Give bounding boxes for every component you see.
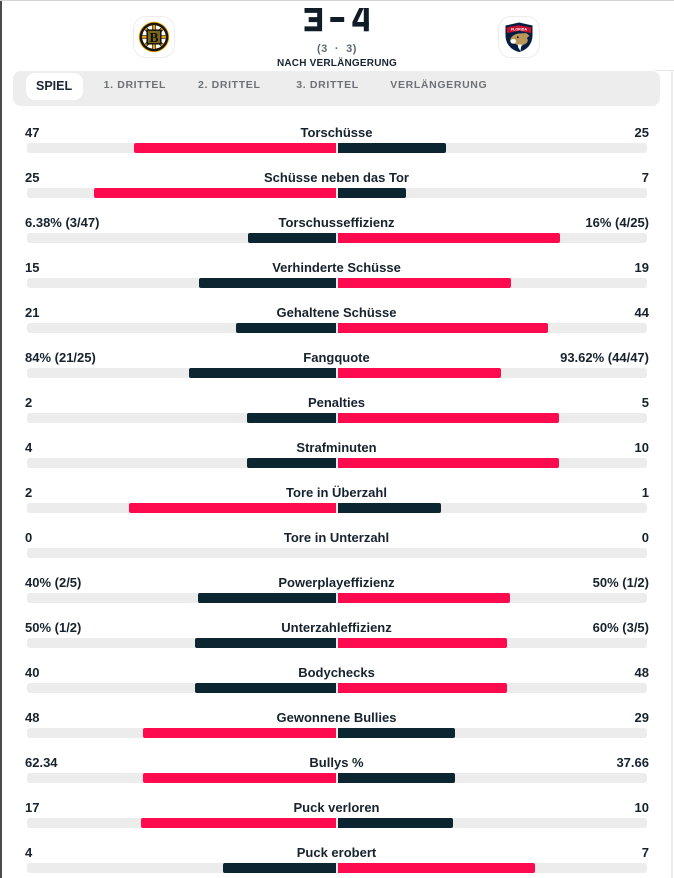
svg-text:FLORIDA: FLORIDA: [511, 27, 527, 31]
svg-text:B: B: [149, 30, 158, 45]
